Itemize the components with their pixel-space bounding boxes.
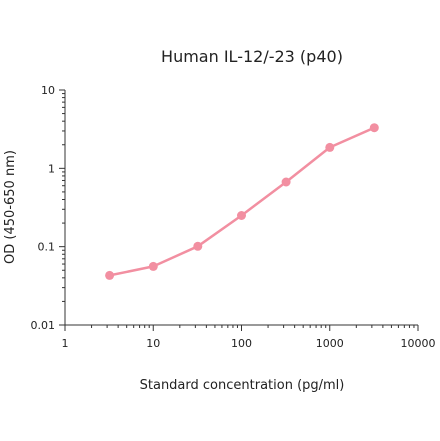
data-point	[369, 123, 379, 133]
data-point	[105, 270, 115, 280]
x-tick-label: 1000	[316, 337, 344, 350]
data-point	[237, 211, 246, 220]
series	[105, 123, 379, 280]
series-line	[109, 126, 375, 277]
data-point	[325, 142, 335, 152]
data-point	[148, 261, 158, 271]
y-tick-label: 0.1	[38, 241, 56, 254]
y-axis-label: OD (450-650 nm)	[3, 150, 18, 264]
chart-title: Human IL-12/-23 (p40)	[161, 47, 343, 66]
x-tick-label: 1	[62, 337, 69, 350]
y-tick-label: 1	[48, 162, 55, 175]
axes	[64, 90, 418, 326]
x-tick-label: 100	[231, 337, 252, 350]
y-tick-label: 10	[41, 84, 55, 97]
x-axis-label: Standard concentration (pg/ml)	[140, 378, 345, 393]
ticks: 1 10 100 1000 10000 0.01 0.1 1 10	[31, 84, 436, 350]
x-tick-label: 10000	[401, 337, 436, 350]
data-point	[193, 241, 203, 251]
y-tick-label: 0.01	[31, 319, 56, 332]
data-point	[281, 177, 291, 187]
x-tick-label: 10	[146, 337, 160, 350]
